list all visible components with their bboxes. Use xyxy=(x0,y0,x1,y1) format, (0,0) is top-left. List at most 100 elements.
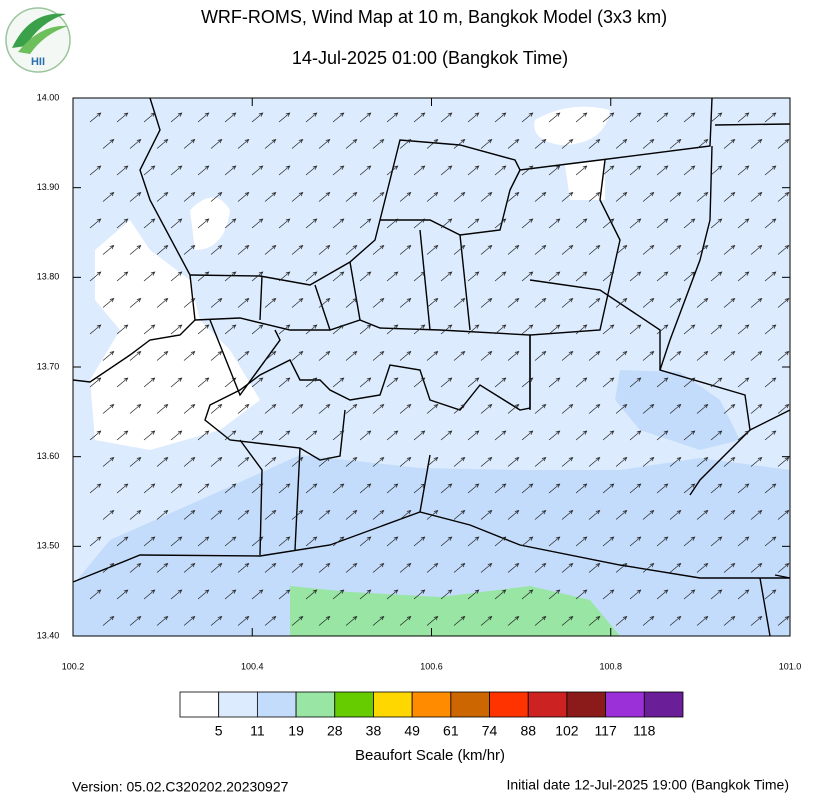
wind-arrow xyxy=(737,377,750,388)
wind-arrow xyxy=(102,297,115,308)
wind-arrow xyxy=(561,403,574,414)
colorbar-box xyxy=(489,691,529,718)
wind-arrow xyxy=(264,456,277,467)
wind-arrow xyxy=(372,509,385,520)
chart-title: WRF-ROMS, Wind Map at 10 m, Bangkok Mode… xyxy=(201,7,667,27)
wind-arrow xyxy=(129,562,142,573)
wind-arrow xyxy=(89,218,102,229)
wind-arrow xyxy=(143,430,156,441)
wind-arrow xyxy=(507,350,520,361)
wind-arrow xyxy=(183,297,196,308)
wind-arrow xyxy=(575,589,588,600)
wind-arrow xyxy=(548,324,561,335)
wind-arrow xyxy=(116,324,129,335)
wind-arrow xyxy=(345,509,358,520)
wind-arrow xyxy=(156,562,169,573)
wind-arrow xyxy=(305,377,318,388)
wind-arrow xyxy=(359,377,372,388)
wind-arrow xyxy=(521,271,534,282)
wind-arrow xyxy=(575,536,588,547)
wind-arrow xyxy=(116,430,129,441)
wind-arrow xyxy=(129,138,142,149)
wind-arrow xyxy=(210,191,223,202)
wind-arrow xyxy=(156,297,169,308)
wind-arrow xyxy=(251,377,264,388)
wind-arrow xyxy=(129,350,142,361)
wind-arrow xyxy=(548,377,561,388)
wind-arrow xyxy=(494,377,507,388)
wind-arrow xyxy=(723,297,736,308)
wind-arrow xyxy=(89,377,102,388)
wind-arrow xyxy=(480,138,493,149)
wind-arrow xyxy=(359,112,372,123)
logo-text: HII xyxy=(31,56,45,68)
wind-arrow xyxy=(291,297,304,308)
field-calm xyxy=(534,106,610,145)
wind-arrow xyxy=(251,536,264,547)
wind-arrow xyxy=(656,218,669,229)
wind-arrow xyxy=(440,271,453,282)
wind-arrow xyxy=(156,191,169,202)
wind-arrow xyxy=(723,350,736,361)
wind-arrow xyxy=(683,589,696,600)
colorbar-label: 74 xyxy=(482,723,498,739)
wind-arrow xyxy=(210,244,223,255)
wind-arrow xyxy=(480,456,493,467)
wind-arrow xyxy=(440,377,453,388)
wind-arrow xyxy=(332,324,345,335)
wind-arrow xyxy=(89,112,102,123)
wind-arrow xyxy=(440,483,453,494)
wind-arrow xyxy=(251,483,264,494)
colorbar-box xyxy=(256,691,297,718)
wind-arrow xyxy=(426,191,439,202)
wind-arrow xyxy=(278,271,291,282)
wind-arrow xyxy=(750,562,763,573)
wind-arrow xyxy=(318,403,331,414)
wind-arrow xyxy=(669,403,682,414)
wind-arrow xyxy=(224,271,237,282)
wind-arrow xyxy=(723,456,736,467)
wind-arrow xyxy=(359,165,372,176)
wind-arrow xyxy=(777,403,790,414)
wind-arrow xyxy=(210,509,223,520)
colorbar-box xyxy=(179,691,220,718)
wind-arrow xyxy=(710,165,723,176)
wind-arrow xyxy=(318,244,331,255)
wind-arrow xyxy=(332,483,345,494)
wind-arrow xyxy=(413,165,426,176)
wind-arrow xyxy=(696,350,709,361)
wind-arrow xyxy=(561,456,574,467)
wind-arrow xyxy=(170,589,183,600)
wind-arrow xyxy=(251,165,264,176)
colorbar-title: Beaufort Scale (km/hr) xyxy=(355,747,505,764)
wind-arrow xyxy=(575,483,588,494)
wind-arrow xyxy=(197,377,210,388)
wind-arrow xyxy=(750,456,763,467)
wind-arrow xyxy=(764,377,777,388)
wind-arrow xyxy=(399,350,412,361)
wind-arrow xyxy=(669,509,682,520)
wind-arrow xyxy=(629,165,642,176)
wind-arrow xyxy=(102,191,115,202)
wind-arrow xyxy=(210,350,223,361)
wind-arrow xyxy=(575,218,588,229)
wind-arrow xyxy=(399,244,412,255)
wind-arrow xyxy=(696,615,709,626)
wind-arrow xyxy=(372,562,385,573)
wind-arrow xyxy=(480,615,493,626)
wind-arrow xyxy=(615,403,628,414)
wind-arrow xyxy=(413,324,426,335)
wind-arrow xyxy=(683,483,696,494)
wind-arrow xyxy=(237,350,250,361)
wind-arrow xyxy=(264,615,277,626)
wind-arrow xyxy=(197,218,210,229)
wind-arrow xyxy=(710,112,723,123)
wind-arrow xyxy=(426,297,439,308)
wind-arrow xyxy=(318,615,331,626)
wind-arrow xyxy=(507,191,520,202)
wind-arrow xyxy=(750,138,763,149)
wind-arrow xyxy=(737,165,750,176)
wind-arrow xyxy=(710,536,723,547)
wind-arrow xyxy=(561,562,574,573)
wind-arrow xyxy=(440,536,453,547)
